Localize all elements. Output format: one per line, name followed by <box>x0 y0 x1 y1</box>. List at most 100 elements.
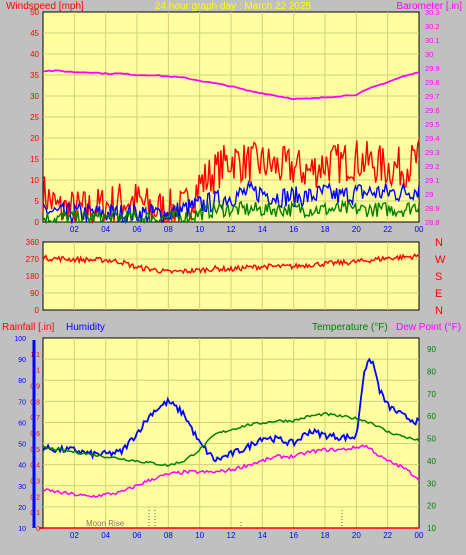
barometer-tick-label: 29.5 <box>425 120 440 129</box>
dewpoint-label: Dew Point (°F) <box>396 322 461 333</box>
x-tick-label: 20 <box>352 531 361 540</box>
barometer-tick-label: 29.2 <box>425 162 440 171</box>
windspeed-tick-label: 35 <box>30 71 39 80</box>
barometer-tick-label: 30.1 <box>425 36 440 45</box>
windspeed-tick-label: 45 <box>30 29 39 38</box>
compass-label: S <box>435 271 442 283</box>
temperature-axis-ticks: 10 20 30 40 50 60 70 80 90 <box>427 345 436 533</box>
temperature-tick-label: 20 <box>427 502 436 511</box>
x-tick-label: 20 <box>352 225 361 234</box>
graph-title: 24 hour graph day : March 22 2025 <box>155 1 312 12</box>
temperature-line <box>42 411 420 467</box>
humidity-tick-label: 90 <box>18 357 26 364</box>
barometer-tick-label: 29.6 <box>425 106 440 115</box>
windspeed-tick-label: 40 <box>30 50 39 59</box>
humidity-tick-label: 30 <box>18 484 26 491</box>
x-tick-label: 06 <box>133 531 142 540</box>
barometer-tick-label: 29 <box>425 190 433 199</box>
windspeed-tick-label: 0 <box>35 218 40 227</box>
temperature-tick-label: 30 <box>427 479 436 488</box>
barometer-tick-label: 28.9 <box>425 204 440 213</box>
x-tick-label: 16 <box>289 531 298 540</box>
windspeed-tick-label: 25 <box>30 113 39 122</box>
humidity-tick-label: 20 <box>18 505 26 512</box>
barometer-label: Barometer [.in] <box>396 1 462 12</box>
barometer-line <box>42 69 420 101</box>
temperature-tick-label: 70 <box>427 390 436 399</box>
x-tick-label: 04 <box>101 531 110 540</box>
x-tick-label: 08 <box>164 225 173 234</box>
x-tick-label: 10 <box>195 531 204 540</box>
wind-direction-line <box>42 252 420 275</box>
wind-low-line <box>42 199 420 225</box>
barometer-tick-label: 30 <box>425 50 433 59</box>
windspeed-label: Windspeed [mph] <box>6 1 84 12</box>
x-tick-label: 12 <box>227 531 236 540</box>
humidity-tick-label: 10 <box>18 526 26 533</box>
temperature-tick-label: 80 <box>427 368 436 377</box>
rainfall-tick-label: 0 <box>36 526 40 533</box>
barometer-tick-label: 29.3 <box>425 148 440 157</box>
temperature-tick-label: 40 <box>427 457 436 466</box>
barometer-tick-label: 30.2 <box>425 22 440 31</box>
humidity-temp-grid <box>43 338 419 528</box>
wind-baro-series <box>42 69 420 225</box>
x-tick-label: 16 <box>289 225 298 234</box>
humidity-tick-label: 70 <box>18 399 26 406</box>
x-tick-label: 00 <box>415 531 424 540</box>
direction-tick-label: 0 <box>35 306 40 315</box>
x-tick-label: 22 <box>383 225 392 234</box>
compass-label: E <box>435 288 442 300</box>
humidity-temp-series <box>42 357 420 529</box>
compass-label: N <box>435 237 443 249</box>
temperature-tick-label: 90 <box>427 345 436 354</box>
direction-tick-label: 360 <box>26 238 40 247</box>
x-tick-label: 18 <box>321 531 330 540</box>
temperature-tick-label: 60 <box>427 412 436 421</box>
humidity-label: Humidity <box>66 322 105 333</box>
wind-gust-line <box>42 139 420 225</box>
windspeed-axis-ticks: 0 5 10 15 20 25 30 35 40 45 50 <box>30 8 39 227</box>
humidity-tick-label: 50 <box>18 442 26 449</box>
humidity-temp-x-ticks: 02 04 06 08 10 12 14 16 18 20 22 00 <box>70 531 424 540</box>
windspeed-tick-label: 30 <box>30 92 39 101</box>
x-tick-label: 22 <box>383 531 392 540</box>
direction-tick-label: 270 <box>26 255 40 264</box>
barometer-axis-ticks: 28.8 28.9 29 29.1 29.2 29.3 29.4 29.5 29.6 29.7 29… <box>425 8 440 227</box>
x-tick-label: 08 <box>164 531 173 540</box>
x-tick-label: 14 <box>258 225 267 234</box>
humidity-tick-label: 40 <box>18 463 26 470</box>
x-tick-label: 18 <box>321 225 330 234</box>
humidity-line <box>42 357 420 463</box>
moon-rise-annotation: Moon Rise <box>86 519 125 528</box>
wind-baro-x-ticks: 02 04 06 08 10 12 14 16 18 20 22 00 <box>70 225 424 234</box>
windspeed-tick-label: 10 <box>30 176 39 185</box>
x-tick-label: 00 <box>415 225 424 234</box>
temperature-label: Temperature (°F) <box>312 322 388 333</box>
x-tick-label: 06 <box>133 225 142 234</box>
wind-direction-series <box>42 252 420 275</box>
humidity-tick-label: 60 <box>18 420 26 427</box>
x-tick-label: 04 <box>101 225 110 234</box>
barometer-tick-label: 29.9 <box>425 64 440 73</box>
dewpoint-line <box>42 444 420 498</box>
windspeed-tick-label: 50 <box>30 8 39 17</box>
temperature-tick-label: 50 <box>427 435 436 444</box>
barometer-tick-label: 29.1 <box>425 176 440 185</box>
wind-direction-grid <box>43 242 419 310</box>
humidity-tick-label: 100 <box>14 336 26 343</box>
x-tick-label: 02 <box>70 225 79 234</box>
barometer-tick-label: 30.3 <box>425 8 440 17</box>
wind-direction-axis-ticks: 360 270 180 90 0 <box>26 238 40 315</box>
humidity-tick-label: 80 <box>18 378 26 385</box>
x-tick-label: 12 <box>227 225 236 234</box>
moon-event-markers <box>148 510 343 528</box>
temperature-tick-label: 10 <box>427 524 436 533</box>
windspeed-tick-label: 5 <box>35 197 40 206</box>
wind-baro-grid <box>43 12 419 222</box>
barometer-tick-label: 29.7 <box>425 92 440 101</box>
windspeed-tick-label: 15 <box>30 155 39 164</box>
rainfall-label: Rainfall [.in] <box>2 322 54 333</box>
compass-label: W <box>435 254 446 266</box>
barometer-tick-label: 29.4 <box>425 134 440 143</box>
